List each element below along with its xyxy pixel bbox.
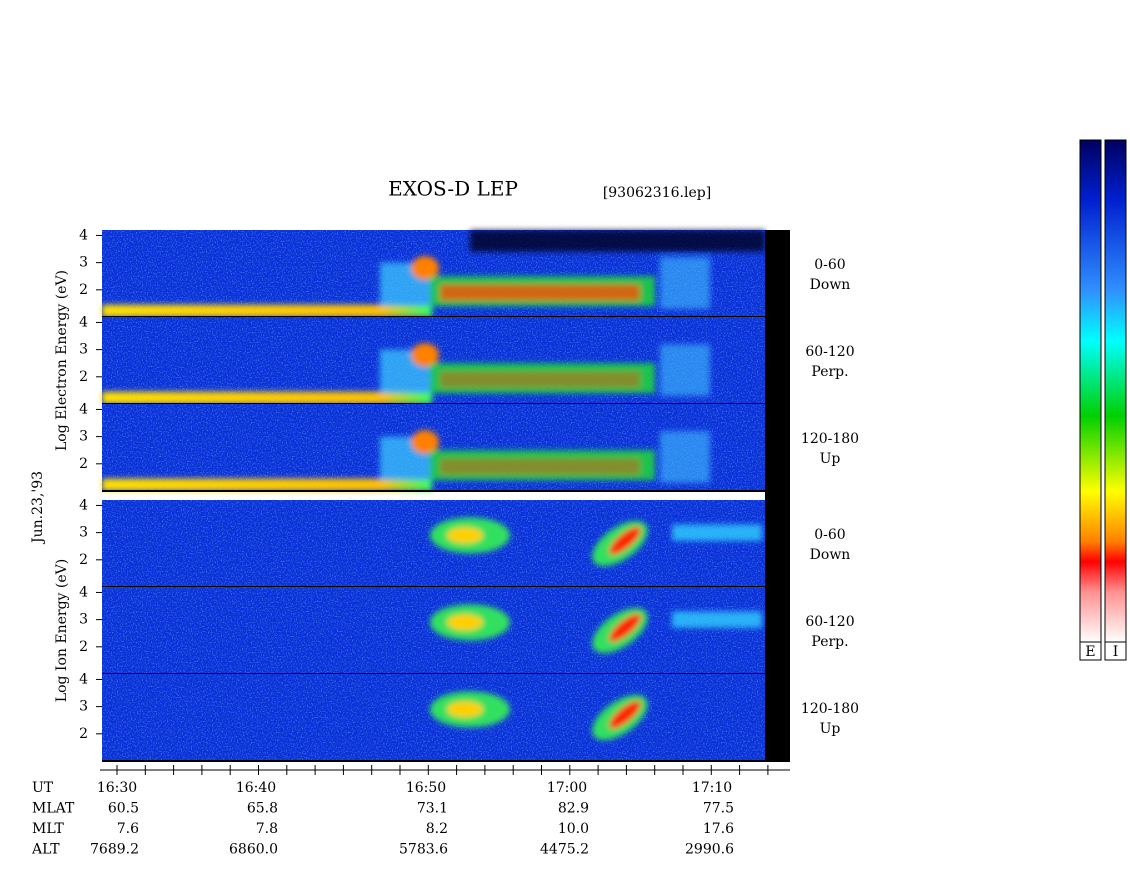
ephemeris-value: 73.1 bbox=[417, 801, 448, 817]
color-bar-label: E bbox=[1085, 644, 1095, 660]
ephemeris-value: 4475.2 bbox=[540, 842, 589, 858]
file-name: [93062316.lep] bbox=[603, 185, 711, 201]
plasma-core bbox=[440, 284, 640, 301]
y-tick-label: 4 bbox=[79, 314, 88, 330]
panel-direction: Down bbox=[810, 277, 851, 293]
ephemeris-value: 60.5 bbox=[108, 801, 139, 817]
plasma-core bbox=[440, 371, 640, 388]
y-tick-label: 2 bbox=[79, 282, 88, 298]
ephemeris-value: 2990.6 bbox=[685, 842, 734, 858]
noise bbox=[102, 500, 765, 587]
panel-angle: 0-60 bbox=[814, 257, 845, 273]
ephemeris-name: UT bbox=[32, 780, 54, 796]
panel-angle: 120-180 bbox=[801, 701, 859, 717]
ephemeris-value: 7.6 bbox=[117, 821, 139, 837]
y-tick-label: 3 bbox=[79, 612, 88, 628]
y-tick-label: 3 bbox=[79, 429, 88, 445]
y-tick-label: 2 bbox=[79, 456, 88, 472]
low-energy-band bbox=[102, 478, 432, 491]
ephemeris-value: 65.8 bbox=[247, 801, 278, 817]
ephemeris-value: 8.2 bbox=[426, 821, 448, 837]
panel-direction: Perp. bbox=[811, 364, 848, 380]
features bbox=[430, 604, 762, 654]
onset bbox=[411, 256, 439, 281]
color-bar bbox=[1079, 139, 1102, 643]
y-tick-label: 3 bbox=[79, 342, 88, 358]
features bbox=[102, 230, 765, 317]
blob-core bbox=[609, 613, 641, 642]
dark-top bbox=[470, 230, 765, 252]
plasma-core bbox=[440, 458, 640, 475]
ephemeris-value: 16:30 bbox=[97, 780, 137, 796]
color-bar-label-box bbox=[1079, 641, 1102, 661]
ephemeris-name: MLT bbox=[32, 821, 64, 837]
ephemeris-value: 16:50 bbox=[406, 780, 446, 796]
blob-core bbox=[609, 526, 641, 555]
color-bar bbox=[1104, 139, 1127, 643]
title: EXOS-D LEP bbox=[388, 177, 518, 201]
features bbox=[102, 430, 710, 491]
blob-core bbox=[609, 700, 641, 729]
panel-direction: Up bbox=[820, 721, 841, 737]
low-energy-band bbox=[102, 304, 432, 317]
color-bar-label-box bbox=[1104, 641, 1127, 661]
ephemeris-value: 6860.0 bbox=[229, 842, 278, 858]
y-tick-label: 4 bbox=[79, 497, 88, 513]
spikes bbox=[660, 257, 710, 309]
ephemeris-value: 16:40 bbox=[236, 780, 276, 796]
panel-angle: 0-60 bbox=[814, 527, 845, 543]
panel-direction: Perp. bbox=[811, 634, 848, 650]
ephemeris-value: 10.0 bbox=[558, 821, 589, 837]
ephemeris-value: 82.9 bbox=[558, 801, 589, 817]
y-tick-label: 3 bbox=[79, 699, 88, 715]
ephemeris-name: ALT bbox=[31, 842, 60, 858]
ephemeris-value: 77.5 bbox=[703, 801, 734, 817]
y-tick-label: 2 bbox=[79, 552, 88, 568]
panel-direction: Down bbox=[810, 547, 851, 563]
spikes bbox=[660, 431, 710, 483]
ephemeris-value: 17:10 bbox=[692, 780, 732, 796]
low-energy-band bbox=[102, 391, 432, 404]
blob-core bbox=[447, 701, 483, 718]
noise bbox=[102, 674, 765, 761]
y-tick-label: 2 bbox=[79, 639, 88, 655]
band bbox=[672, 524, 762, 541]
ephemeris-value: 17:00 bbox=[547, 780, 587, 796]
blob-core bbox=[447, 527, 483, 544]
features bbox=[430, 517, 762, 567]
y-axis-label: Log Ion Energy (eV) bbox=[54, 559, 70, 702]
band bbox=[672, 611, 762, 628]
panel-angle: 120-180 bbox=[801, 431, 859, 447]
ephemeris-value: 7.8 bbox=[256, 821, 278, 837]
y-tick-label: 3 bbox=[79, 525, 88, 541]
y-tick-label: 2 bbox=[79, 726, 88, 742]
color-bar-label: I bbox=[1113, 644, 1119, 660]
spikes bbox=[660, 344, 710, 396]
y-tick-label: 4 bbox=[79, 584, 88, 600]
blob-core bbox=[447, 614, 483, 631]
panel-angle: 60-120 bbox=[805, 614, 854, 630]
panel-direction: Up bbox=[820, 451, 841, 467]
date: Jun.23,'93 bbox=[30, 471, 46, 545]
y-tick-label: 3 bbox=[79, 255, 88, 271]
ephemeris-value: 7689.2 bbox=[90, 842, 139, 858]
onset bbox=[411, 343, 439, 368]
y-tick-label: 4 bbox=[79, 671, 88, 687]
features bbox=[430, 691, 648, 741]
y-axis-label: Log Electron Energy (eV) bbox=[54, 270, 70, 451]
ephemeris-name: MLAT bbox=[32, 801, 75, 817]
y-tick-label: 4 bbox=[79, 227, 88, 243]
noise bbox=[102, 587, 765, 674]
ephemeris-value: 5783.6 bbox=[399, 842, 448, 858]
panel-angle: 60-120 bbox=[805, 344, 854, 360]
onset bbox=[411, 430, 439, 455]
y-tick-label: 4 bbox=[79, 401, 88, 417]
ephemeris-value: 17.6 bbox=[703, 821, 734, 837]
y-tick-label: 2 bbox=[79, 369, 88, 385]
data-gap bbox=[765, 230, 790, 762]
features bbox=[102, 343, 710, 404]
